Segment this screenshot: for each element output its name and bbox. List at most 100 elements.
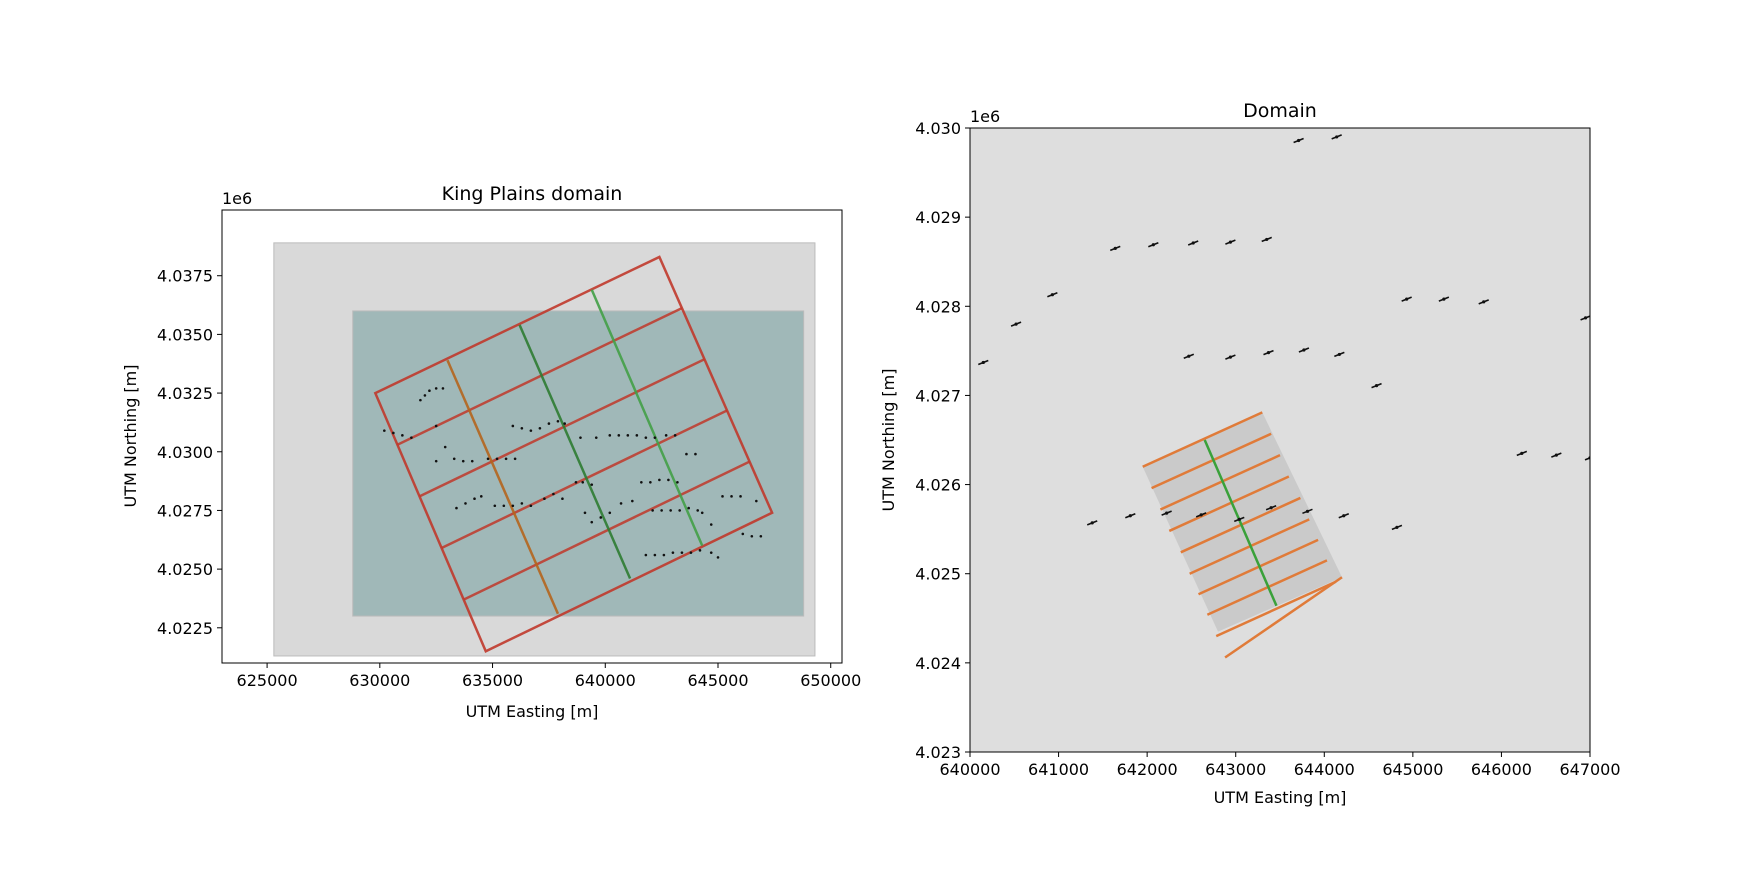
left-turbine-point <box>667 478 670 482</box>
left-turbine-point <box>581 480 585 484</box>
left-turbine-point <box>640 480 643 484</box>
left-turbine-point <box>486 457 490 461</box>
right-x-tick-label: 647000 <box>1559 760 1620 779</box>
left-y-tick-label: 4.0350 <box>157 325 213 344</box>
left-plot-area <box>273 242 816 657</box>
right-y-tick-label: 4.024 <box>915 654 961 673</box>
right-x-tick-label: 640000 <box>939 760 1000 779</box>
left-turbine-point <box>434 424 438 428</box>
left-turbine-point <box>502 504 506 508</box>
right-strand-line <box>1168 475 1290 533</box>
left-turbine-point <box>653 553 657 557</box>
left-turbine-point <box>452 457 456 461</box>
right-background <box>970 128 1590 752</box>
left-turbine-point <box>626 434 630 437</box>
left-x-tick-label: 640000 <box>575 671 636 690</box>
right-turbine-hub <box>1237 517 1241 521</box>
left-y-ticks: 4.0225 4.0250 4.0275 4.0300 4.0325 4.0350 4.03… <box>157 267 222 638</box>
left-turbine-point <box>644 436 648 439</box>
left-turbine-point <box>694 452 697 456</box>
left-x-ticks: 625000 630000 635000 640000 645000 650000 <box>237 663 861 690</box>
left-turbine-point <box>493 504 497 508</box>
left-turbine-point <box>470 459 474 463</box>
left-turbine-point <box>383 429 386 432</box>
left-turbine-point <box>660 509 663 512</box>
left-turbine-point <box>538 426 542 430</box>
right-turbine-hub <box>1583 316 1588 320</box>
left-turbine-point <box>716 556 720 559</box>
right-turbine-marker <box>1584 456 1590 461</box>
left-y-tick-label: 4.0250 <box>157 560 213 579</box>
left-turbine-point <box>461 459 465 463</box>
right-turbine-hub <box>1187 354 1191 358</box>
right-turbine-hub <box>1266 351 1271 355</box>
right-y-tick-label: 4.025 <box>915 565 961 584</box>
right-strand-line <box>1215 580 1337 638</box>
right-x-tick-label: 641000 <box>1028 760 1089 779</box>
right-turbine-hub <box>1305 509 1310 513</box>
left-turbine-point <box>685 452 688 456</box>
left-y-tick-label: 4.0375 <box>157 267 213 286</box>
left-turbine-point <box>662 553 666 557</box>
right-turbine-hub <box>1228 355 1232 359</box>
left-turbine-point <box>547 422 551 425</box>
left-turbine-point <box>511 504 515 508</box>
left-turbine-point <box>552 492 555 496</box>
right-strand-line <box>1142 411 1263 468</box>
right-turbine-hub <box>1191 241 1195 245</box>
chart-left: 625000 630000 635000 640000 645000 650000 4.0… <box>121 183 861 721</box>
left-turbine-point <box>520 502 524 505</box>
right-turbine-hub <box>1165 511 1169 515</box>
left-turbine-point <box>599 516 603 519</box>
left-turbine-point <box>504 457 508 461</box>
left-turbine-point <box>658 478 661 482</box>
left-turbine-point <box>556 419 560 423</box>
right-strand-line <box>1189 518 1310 575</box>
right-turbine-hub <box>1151 243 1155 247</box>
left-turbine-point <box>631 499 634 503</box>
left-y-tick-label: 4.0225 <box>157 619 213 638</box>
left-turbine-point <box>464 502 467 505</box>
left-turbine-point <box>608 434 612 437</box>
right-y-tick-label: 4.028 <box>915 297 961 316</box>
left-y-tick-label: 4.0325 <box>157 384 213 403</box>
left-turbine-point <box>428 389 431 393</box>
left-turbine-point <box>698 549 702 552</box>
left-turbine-point <box>594 436 598 439</box>
left-turbine-point <box>590 520 594 524</box>
left-turbine-point <box>513 457 517 461</box>
right-x-tick-label: 642000 <box>1117 760 1178 779</box>
right-y-tick-label: 4.030 <box>915 119 961 138</box>
left-x-tick-label: 635000 <box>462 671 523 690</box>
left-turbine-point <box>651 509 654 512</box>
right-plot-area <box>970 128 1590 752</box>
left-x-axis-label: UTM Easting [m] <box>466 702 599 721</box>
right-centerline <box>1203 439 1278 607</box>
right-x-ticks: 640000 641000 642000 643000 644000 645000 6460… <box>939 752 1621 779</box>
left-turbine-point <box>473 497 476 500</box>
left-turbine-point <box>676 480 679 484</box>
right-turbine-hub <box>1554 453 1558 457</box>
left-turbine-point <box>689 551 693 554</box>
left-turbine-point <box>619 502 623 505</box>
left-turbine-point <box>579 436 582 439</box>
right-turbine-hub <box>1050 293 1054 297</box>
left-turbine-point <box>520 426 524 430</box>
right-turbine-hub <box>1199 513 1203 517</box>
left-turbine-point <box>671 551 675 554</box>
left-turbine-point <box>644 553 648 557</box>
right-strand-line <box>1224 576 1343 659</box>
right-turbine-hub <box>1113 246 1117 250</box>
left-y-axis-label: UTM Northing [m] <box>121 364 140 507</box>
left-turbine-point <box>750 534 754 538</box>
left-turbine-point <box>529 429 533 432</box>
left-nest-line <box>396 306 683 446</box>
right-strand-line <box>1197 538 1319 596</box>
chart-right: 640000 641000 642000 643000 644000 645000 6460… <box>879 100 1621 807</box>
left-turbine-point <box>709 523 713 526</box>
right-x-tick-label: 643000 <box>1205 760 1266 779</box>
left-turbine-point <box>608 511 612 515</box>
right-turbine-hub <box>1374 384 1379 388</box>
left-turbine-point <box>700 511 704 515</box>
